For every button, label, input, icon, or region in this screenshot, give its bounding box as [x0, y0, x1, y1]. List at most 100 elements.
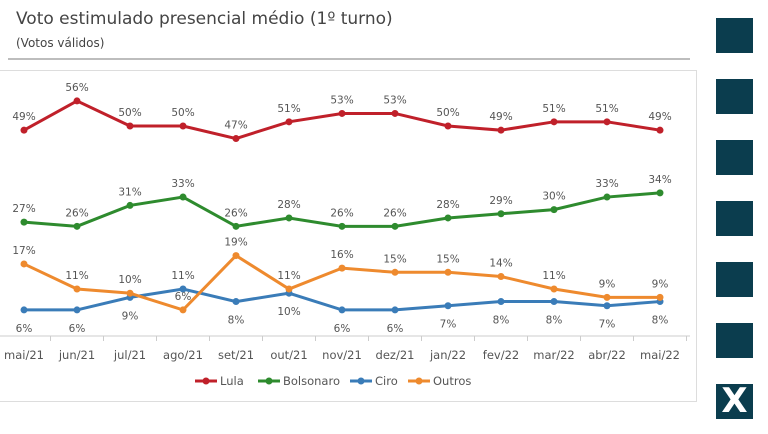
- legend-label: Outros: [433, 374, 471, 388]
- data-point: [20, 260, 28, 268]
- data-label: 30%: [542, 191, 565, 203]
- data-point: [497, 210, 505, 218]
- data-label: 49%: [489, 111, 512, 123]
- series-bolsonaro: 27% 26% 31% 33% 26% 28% 26% 26% 28% 29% 30% 33% 34%: [12, 174, 672, 230]
- data-point: [179, 285, 187, 293]
- data-point: [73, 306, 81, 314]
- data-label: 8%: [493, 315, 510, 327]
- data-point: [603, 293, 611, 301]
- data-point: [444, 268, 452, 276]
- data-point: [444, 302, 452, 310]
- data-point: [73, 285, 81, 293]
- x-tick-label: jul/21: [113, 348, 146, 362]
- data-point: [391, 268, 399, 276]
- data-point: [444, 122, 452, 130]
- x-tick-label: abr/22: [588, 348, 626, 362]
- series-outros: 17% 11% 10% 6% 19% 11% 16% 15% 15% 14% 11% 9% 9%: [12, 237, 668, 314]
- data-label: 9%: [599, 278, 616, 290]
- data-label: 6%: [175, 291, 192, 303]
- data-label: 53%: [330, 94, 353, 106]
- decor-square: [716, 79, 753, 114]
- decor-square: [716, 262, 753, 297]
- data-label: 6%: [69, 323, 86, 335]
- decor-square: [716, 18, 753, 53]
- data-point: [20, 126, 28, 134]
- data-point: [603, 302, 611, 310]
- data-point: [285, 118, 293, 126]
- data-label: 50%: [118, 107, 141, 119]
- data-point: [232, 252, 240, 260]
- data-point: [656, 126, 664, 134]
- data-point: [179, 306, 187, 314]
- data-point: [285, 214, 293, 222]
- data-point: [232, 135, 240, 143]
- data-point: [497, 126, 505, 134]
- data-point: [179, 122, 187, 130]
- data-point: [550, 298, 558, 306]
- x-tick-label: jun/21: [58, 348, 95, 362]
- legend-marker: [202, 377, 210, 385]
- x-tick-label: out/21: [270, 348, 307, 362]
- legend-label: Ciro: [375, 374, 398, 388]
- data-label: 15%: [383, 253, 406, 265]
- line-chart: mai/21 jun/21 jul/21 ago/21 set/21 out/21 nov/…: [0, 82, 690, 388]
- data-label: 26%: [383, 207, 406, 219]
- data-label: 28%: [277, 199, 300, 211]
- data-point: [338, 222, 346, 230]
- data-label: 33%: [171, 178, 194, 190]
- data-label: 17%: [12, 245, 35, 257]
- data-label: 50%: [171, 107, 194, 119]
- x-tick-label: mar/22: [533, 348, 575, 362]
- data-label: 15%: [436, 253, 459, 265]
- data-label: 9%: [122, 310, 139, 322]
- data-label: 11%: [171, 270, 194, 282]
- chart-subtitle: (Votos válidos): [16, 36, 105, 50]
- data-point: [603, 193, 611, 201]
- data-label: 6%: [387, 323, 404, 335]
- data-label: 6%: [16, 323, 33, 335]
- data-label: 49%: [12, 111, 35, 123]
- data-point: [550, 118, 558, 126]
- data-point: [391, 222, 399, 230]
- series-lula: 49% 56% 50% 50% 47% 51% 53% 53% 50% 49% 51% 51% 49%: [12, 82, 672, 143]
- data-label: 26%: [224, 207, 247, 219]
- data-label: 11%: [277, 270, 300, 282]
- data-point: [603, 118, 611, 126]
- data-point: [444, 214, 452, 222]
- legend-marker: [265, 377, 273, 385]
- data-label: 51%: [595, 103, 618, 115]
- data-label: 27%: [12, 203, 35, 215]
- data-point: [20, 306, 28, 314]
- title-divider: [8, 58, 690, 60]
- data-point: [391, 109, 399, 117]
- data-point: [550, 285, 558, 293]
- x-logo: X: [716, 384, 753, 419]
- x-tick-label: fev/22: [483, 348, 519, 362]
- data-label: 7%: [599, 319, 616, 331]
- series-ciro: 6% 6% 9% 11% 8% 10% 6% 6% 7% 8% 8% 7% 8%: [16, 270, 669, 335]
- data-point: [338, 264, 346, 272]
- x-tick-label: dez/21: [376, 348, 415, 362]
- data-point: [126, 201, 134, 209]
- data-label: 47%: [224, 120, 247, 132]
- data-label: 14%: [489, 257, 512, 269]
- data-point: [550, 206, 558, 214]
- data-point: [20, 218, 28, 226]
- data-label: 8%: [652, 315, 669, 327]
- data-label: 28%: [436, 199, 459, 211]
- data-point: [338, 306, 346, 314]
- data-point: [391, 306, 399, 314]
- data-point: [497, 298, 505, 306]
- data-point: [497, 272, 505, 280]
- data-label: 50%: [436, 107, 459, 119]
- x-tick-label: nov/21: [322, 348, 362, 362]
- chart-title: Voto estimulado presencial médio (1º tur…: [16, 9, 393, 29]
- decor-square: [716, 140, 753, 175]
- x-tick-label: jan/22: [429, 348, 466, 362]
- data-point: [656, 293, 664, 301]
- data-point: [232, 298, 240, 306]
- x-tick-label: mai/21: [4, 348, 44, 362]
- legend-marker: [357, 377, 365, 385]
- data-label: 8%: [228, 315, 245, 327]
- data-label: 49%: [648, 111, 671, 123]
